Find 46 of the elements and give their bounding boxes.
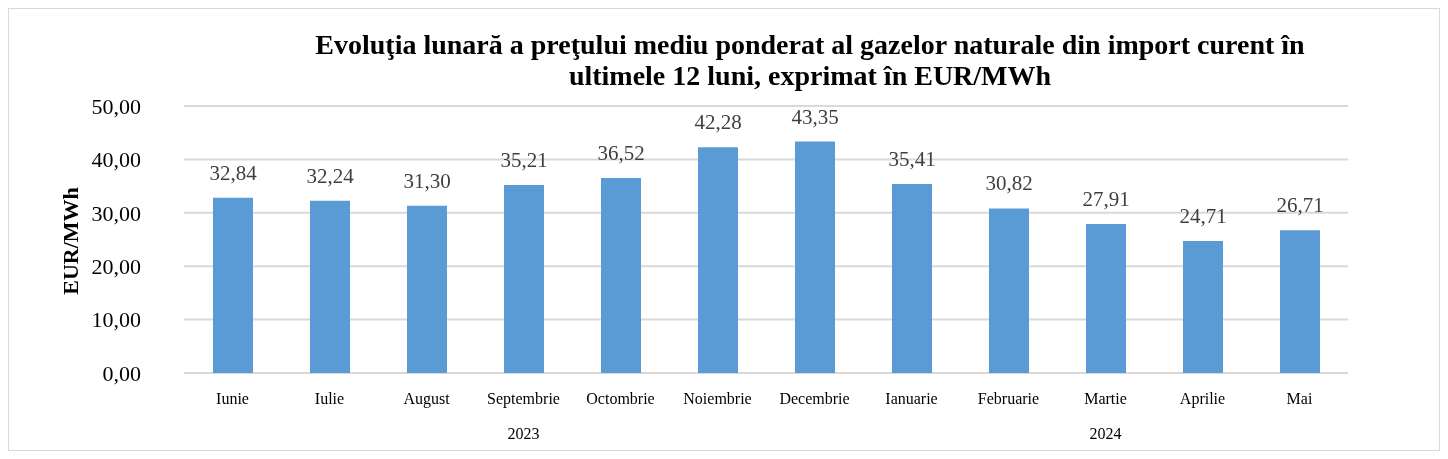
data-label: 26,71 — [1276, 193, 1324, 218]
x-tick-label: Noiembrie — [683, 390, 752, 407]
bar — [892, 183, 932, 373]
bar — [310, 200, 350, 373]
bar — [601, 177, 641, 373]
x-tick-label: Februarie — [977, 390, 1040, 407]
bar — [1280, 230, 1320, 373]
text: 2024 — [1089, 425, 1122, 442]
x-tick-label: Septembrie — [487, 390, 560, 408]
y-axis-title: EUR/MWh — [58, 187, 84, 295]
data-label: 31,30 — [403, 168, 451, 193]
data-label: 32,84 — [209, 160, 258, 185]
data-label: 42,28 — [694, 110, 742, 135]
y-tick-label: 0,00 — [102, 360, 141, 386]
data-label: 43,35 — [791, 104, 839, 129]
bar — [1183, 241, 1223, 373]
y-tick-label: 40,00 — [91, 147, 141, 173]
data-label: 32,24 — [306, 163, 355, 188]
bar — [407, 205, 447, 373]
y-tick-label: 20,00 — [91, 254, 141, 280]
bar — [795, 141, 835, 373]
bar — [698, 147, 738, 373]
data-label: 27,91 — [1082, 186, 1130, 211]
x-tick-label: Ianuarie — [885, 390, 938, 407]
data-label: 30,82 — [985, 171, 1033, 196]
x-tick-label: Mai — [1286, 390, 1313, 407]
data-label: 36,52 — [597, 140, 645, 165]
chart-title: Evoluţia lunară a preţului mediu ponderat al gazelor naturale din import curent în ultimele 12 luni, exprimat în EUR/MWh — [314, 29, 1306, 91]
x-tick-label: Iulie — [314, 390, 345, 407]
bar — [504, 184, 544, 373]
y-tick-label: 50,00 — [91, 93, 141, 119]
text: 2023 — [507, 425, 540, 442]
y-tick-label: 30,00 — [91, 200, 141, 226]
x-tick-label: Martie — [1084, 390, 1127, 407]
bar — [989, 208, 1029, 373]
y-tick-label: 10,00 — [91, 307, 141, 333]
data-label: 24,71 — [1179, 204, 1227, 229]
x-tick-label: Iunie — [216, 390, 249, 407]
data-label: 35,41 — [888, 146, 936, 171]
x-tick-label: Decembrie — [779, 390, 850, 407]
x-tick-label: Aprilie — [1179, 390, 1226, 408]
x-tick-label: Octombrie — [586, 390, 655, 407]
bar — [213, 197, 253, 373]
x-tick-label: August — [403, 390, 451, 408]
data-label: 35,21 — [500, 147, 548, 172]
bar — [1086, 223, 1126, 373]
